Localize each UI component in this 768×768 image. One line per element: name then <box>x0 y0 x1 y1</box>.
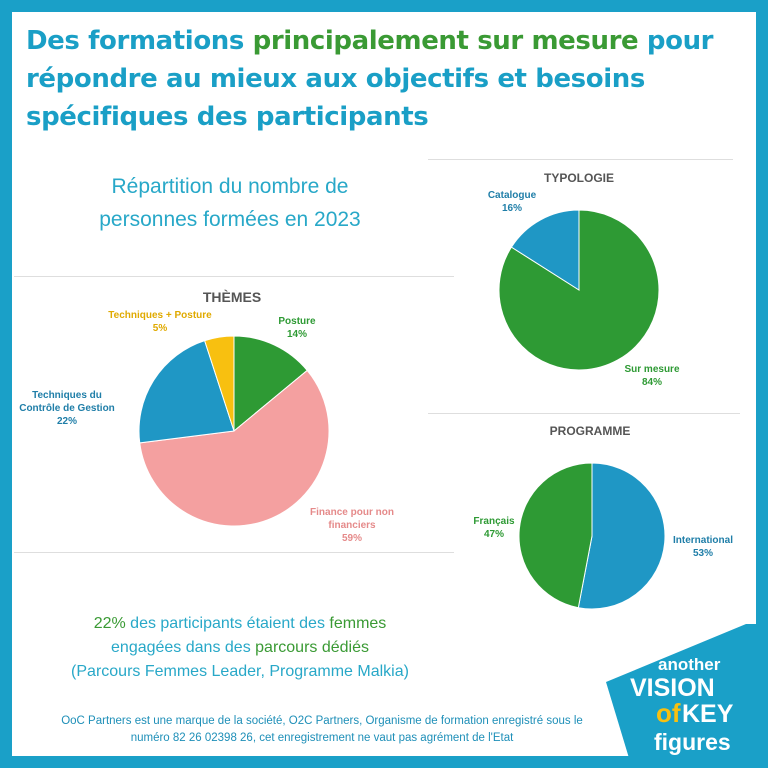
footer-line-1: OoC Partners est une marque de la sociét… <box>61 715 583 727</box>
footer-line-2: numéro 82 26 02398 26, cet enregistremen… <box>130 732 514 744</box>
page-title: Des formations principalement sur mesure… <box>26 22 746 136</box>
pie-label-techniques-posture: Techniques + Posture 5% <box>108 310 212 334</box>
themes-pie-chart: THÈMES Posture 14% Finance pour non financie… <box>19 289 394 544</box>
logo-word-2: VISION <box>630 674 715 702</box>
women-stat: 22% des participants étaient des femmes … <box>20 612 460 684</box>
pie-slice-techniques-du-controle-de-gestion <box>138 340 235 444</box>
stat-text-2: engagées dans des <box>111 639 256 656</box>
pie-pct-posture: 14% <box>287 329 307 340</box>
stat-text-1: des participants étaient des <box>125 615 330 632</box>
typologie-pie-chart: TYPOLOGIE Sur mesure 84% Catalogue 16% <box>488 171 680 388</box>
stat-percent: 22% <box>93 615 126 632</box>
pie-pct-finance-pour-non-financiers: 59% <box>342 533 362 544</box>
pie-slice-finance-pour-non-financiers <box>139 369 330 527</box>
pie-pct-techniques-du-controle-de-gestion: 22% <box>57 416 77 427</box>
chart-title: THÈMES <box>203 289 261 305</box>
divider-programme-top <box>428 413 740 414</box>
title-part-1: Des formations <box>26 26 253 56</box>
logo-word-4: KEY <box>682 700 734 728</box>
logo-shape <box>606 624 768 768</box>
pie-label-catalogue: Catalogue 16% <box>488 190 537 214</box>
logo-word-1: another <box>658 655 721 674</box>
subtitle-line-1: Répartition du nombre de <box>111 175 349 198</box>
divider-themes-bottom <box>14 552 454 553</box>
stat-paths: parcours dédiés <box>255 639 369 656</box>
pie-pct-international: 53% <box>693 548 713 559</box>
pie-label-sur-mesure: Sur mesure 84% <box>624 364 679 388</box>
title-part-2: pour répondre au mieux aux objectifs et … <box>26 26 714 132</box>
chart-title: TYPOLOGIE <box>544 171 614 185</box>
logo-word-3: of <box>656 698 681 728</box>
stat-programs: (Parcours Femmes Leader, Programme Malki… <box>71 663 409 680</box>
pie-pct-sur-mesure: 84% <box>642 377 662 388</box>
brand-logo: another VISION of KEY figures <box>606 624 768 768</box>
pie-pct-techniques-posture: 5% <box>153 323 168 334</box>
subtitle-line-2: personnes formées en 2023 <box>99 208 361 231</box>
divider-themes-top <box>14 276 454 277</box>
title-highlight: principalement sur mesure <box>252 26 639 56</box>
stat-women: femmes <box>329 615 387 632</box>
footer-legal: OoC Partners est une marque de la sociét… <box>22 713 622 747</box>
chart-subtitle: Répartition du nombre de personnes formé… <box>40 170 420 236</box>
pie-pct-catalogue: 16% <box>502 203 522 214</box>
pie-slice-international <box>577 462 666 610</box>
pie-label-posture: Posture 14% <box>278 316 316 340</box>
pie-slice-francais <box>518 462 593 609</box>
pie-label-techniques-du-controle-de-gestion: Techniques du Contrôle de Gestion 22% <box>19 390 115 427</box>
logo-word-5: figures <box>654 729 731 755</box>
pie-label-international: International 53% <box>673 535 733 559</box>
divider-typologie-top <box>428 159 733 160</box>
chart-title: PROGRAMME <box>550 424 631 438</box>
programme-pie-chart: PROGRAMME International 53% Français 47% <box>473 424 733 610</box>
pie-slice-catalogue <box>510 209 580 291</box>
pie-pct-francais: 47% <box>484 529 504 540</box>
pie-label-francais: Français 47% <box>473 516 515 540</box>
pie-slice-posture <box>233 335 308 433</box>
pie-label-finance-pour-non-financiers: Finance pour non financiers 59% <box>310 507 394 544</box>
pie-slice-techniques-posture <box>204 335 235 432</box>
